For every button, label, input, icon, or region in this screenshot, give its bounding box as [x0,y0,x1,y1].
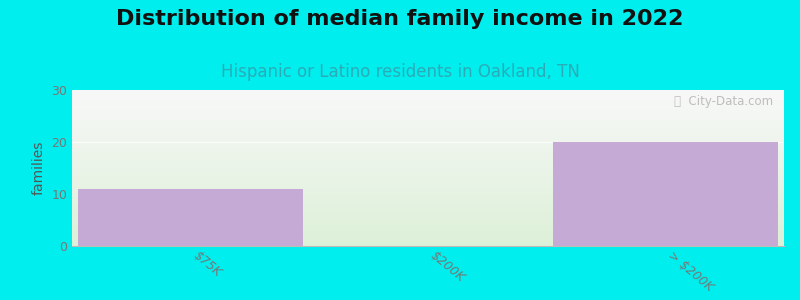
Bar [78,189,303,246]
Bar [553,142,778,246]
Y-axis label: families: families [32,141,46,195]
Text: Hispanic or Latino residents in Oakland, TN: Hispanic or Latino residents in Oakland,… [221,63,579,81]
Text: Distribution of median family income in 2022: Distribution of median family income in … [116,9,684,29]
Text: ⓘ  City-Data.com: ⓘ City-Data.com [674,95,774,108]
